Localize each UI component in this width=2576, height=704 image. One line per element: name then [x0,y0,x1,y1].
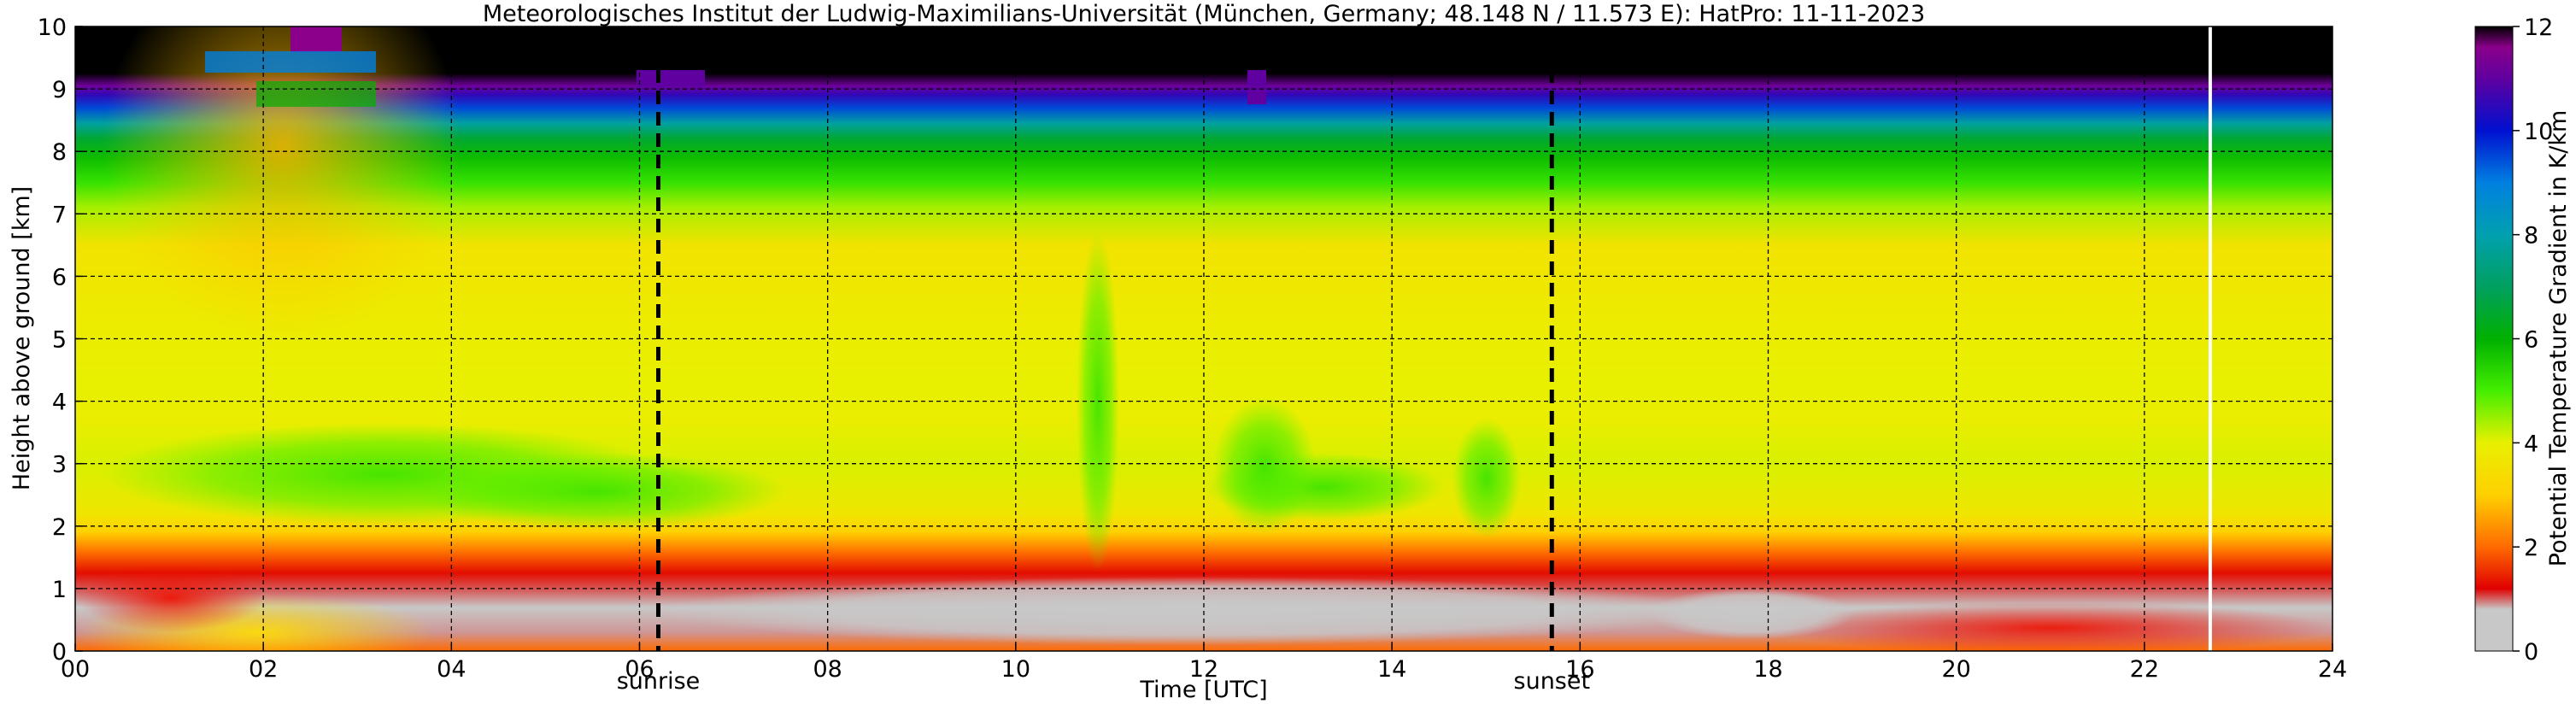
chart-title: Meteorologisches Institut der Ludwig-Max… [483,1,1925,27]
y-tick-label: 5 [52,327,67,354]
x-tick-label: 22 [2130,656,2159,683]
heatmap-feature-surface-warm [77,564,265,632]
colorbar-tick-label: 2 [2524,535,2538,561]
heatmap-feature-green-layer [1452,419,1521,538]
colorbar-tick-label: 10 [2524,119,2553,145]
y-tick-label: 0 [52,639,67,666]
grid [75,26,2332,651]
heatmap-feature-upper-cap [205,51,376,73]
x-tick-label: 16 [1565,656,1594,683]
y-tick-label: 10 [38,15,67,41]
reference-lines: sunrise sunset [617,26,2212,695]
colorbar-tick-label: 8 [2524,223,2538,249]
x-tick-label: 10 [1001,656,1030,683]
sunset-label: sunset [1514,668,1591,695]
x-tick-label: 20 [1941,656,1970,683]
x-axis-label: Time [UTC] [1139,677,1267,703]
x-tick-label: 12 [1189,656,1218,683]
colorbar-tick-label: 0 [2524,639,2538,666]
sunrise-label: sunrise [617,668,701,695]
heatmap-feature-upper-cap [256,81,376,107]
x-tick-label: 06 [625,656,654,683]
y-tick-label: 2 [52,514,67,541]
y-axis: 0 1 2 3 4 5 6 7 8 9 10 [38,15,83,666]
x-tick-label: 14 [1377,656,1406,683]
colorbar-tick-label: 6 [2524,327,2538,354]
y-tick-label: 1 [52,577,67,603]
y-tick-label: 4 [52,390,67,416]
heatmap-feature-gray-day [658,577,1717,645]
colorbar-axis: 0 2 4 6 8 10 12 [2513,15,2553,666]
y-tick-label: 3 [52,452,67,478]
heatmap-feature-gray-day [1649,588,1854,639]
x-tick-label: 24 [2318,656,2347,683]
colorbar-label: Potential Temperature Gradient in K/km [2545,110,2572,567]
colorbar-tick-label: 4 [2524,431,2538,457]
x-tick-label: 18 [1753,656,1782,683]
heatmap-feature-green-layer [410,453,786,530]
x-tick-label: 00 [61,656,90,683]
heatmap-feature-surface-warm [1769,602,2332,651]
x-axis: 00 02 04 06 08 10 12 14 16 18 20 22 24 [61,643,2347,683]
colorbar-tick-label: 12 [2524,15,2553,41]
x-tick-label: 02 [249,656,278,683]
heatmap-feature-upper-cap [637,70,705,87]
y-tick-label: 7 [52,202,67,228]
x-tick-label: 08 [813,656,842,683]
colorbar [2474,26,2514,652]
y-tick-label: 9 [52,77,67,103]
heatmap-feature-upper-cap [290,26,342,52]
y-axis-label: Height above ground [km] [9,186,35,490]
heatmap-feature-upper-cap [1247,70,1266,104]
y-tick-label: 6 [52,264,67,290]
x-tick-label: 04 [437,656,466,683]
heatmap-feature-green-layer [1213,397,1316,534]
y-tick-label: 8 [52,139,67,166]
